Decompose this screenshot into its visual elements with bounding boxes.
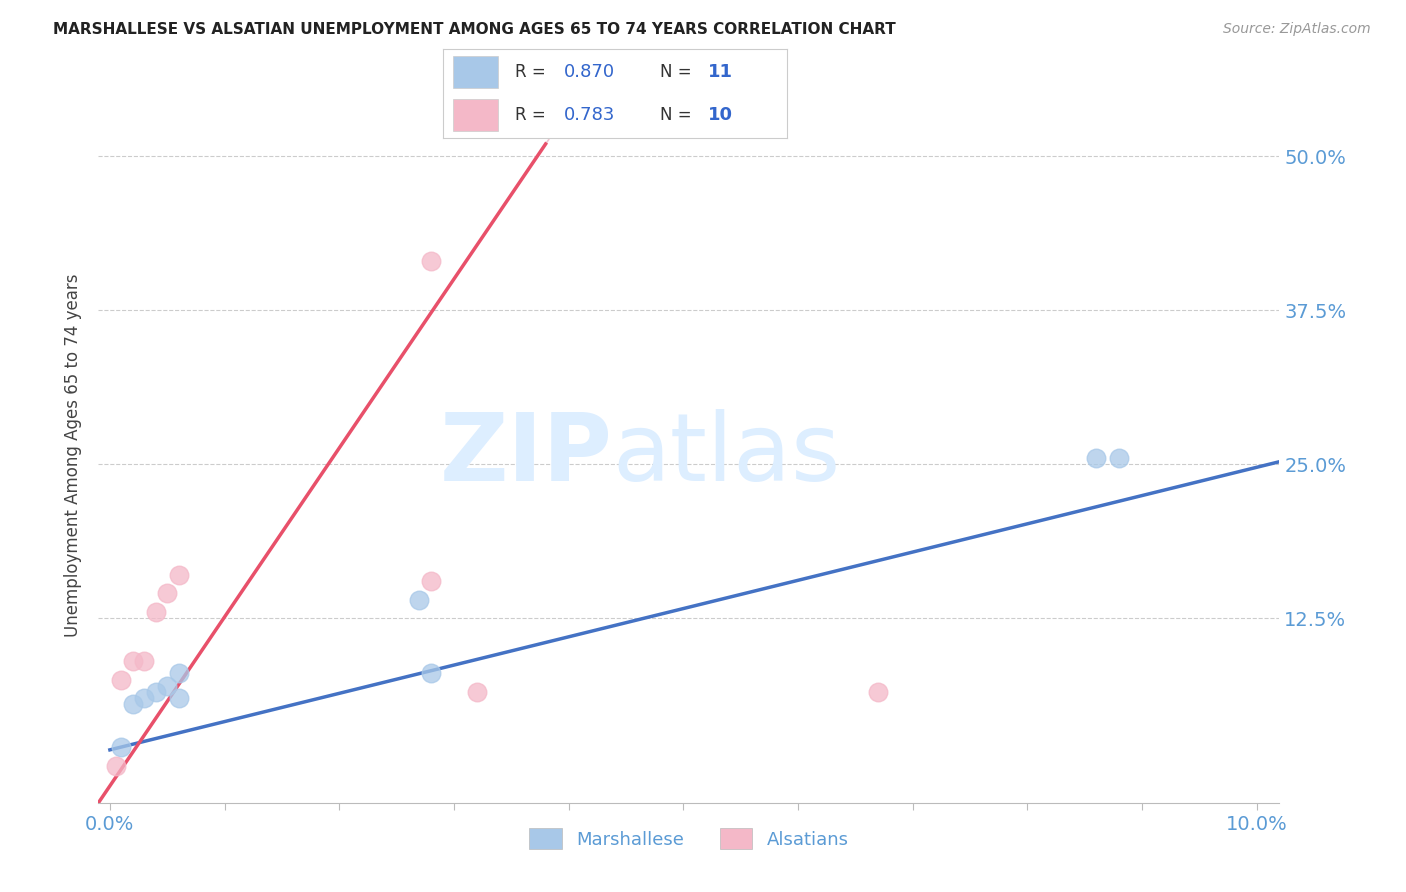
Point bbox=[110, 740, 132, 755]
Text: N =: N = bbox=[659, 63, 697, 81]
Text: 0.870: 0.870 bbox=[564, 63, 614, 81]
Point bbox=[145, 605, 167, 619]
Point bbox=[134, 654, 156, 668]
Point bbox=[121, 698, 143, 712]
Legend: Marshallese, Alsatians: Marshallese, Alsatians bbox=[522, 822, 856, 856]
Text: ZIP: ZIP bbox=[439, 409, 612, 501]
Point bbox=[465, 685, 488, 699]
Text: 10: 10 bbox=[709, 106, 733, 124]
Point bbox=[134, 691, 156, 706]
Point bbox=[420, 254, 443, 268]
Point bbox=[420, 666, 443, 681]
Text: MARSHALLESE VS ALSATIAN UNEMPLOYMENT AMONG AGES 65 TO 74 YEARS CORRELATION CHART: MARSHALLESE VS ALSATIAN UNEMPLOYMENT AMO… bbox=[53, 22, 896, 37]
Text: 0.783: 0.783 bbox=[564, 106, 614, 124]
Point bbox=[156, 586, 179, 600]
Y-axis label: Unemployment Among Ages 65 to 74 years: Unemployment Among Ages 65 to 74 years bbox=[65, 273, 83, 637]
Point bbox=[145, 685, 167, 699]
Point bbox=[408, 592, 430, 607]
Point bbox=[104, 759, 127, 773]
Text: R =: R = bbox=[515, 63, 551, 81]
Point bbox=[167, 666, 190, 681]
Point bbox=[1085, 450, 1108, 465]
Point bbox=[167, 568, 190, 582]
Point bbox=[420, 574, 443, 589]
Point bbox=[110, 673, 132, 687]
Text: atlas: atlas bbox=[612, 409, 841, 501]
Bar bbox=[453, 99, 498, 131]
Point bbox=[868, 685, 890, 699]
Text: N =: N = bbox=[659, 106, 697, 124]
Text: 11: 11 bbox=[709, 63, 733, 81]
Point bbox=[121, 654, 143, 668]
Text: Source: ZipAtlas.com: Source: ZipAtlas.com bbox=[1223, 22, 1371, 37]
Text: R =: R = bbox=[515, 106, 551, 124]
Point bbox=[1108, 450, 1130, 465]
Bar bbox=[453, 56, 498, 88]
Point bbox=[156, 679, 179, 693]
Point bbox=[167, 691, 190, 706]
